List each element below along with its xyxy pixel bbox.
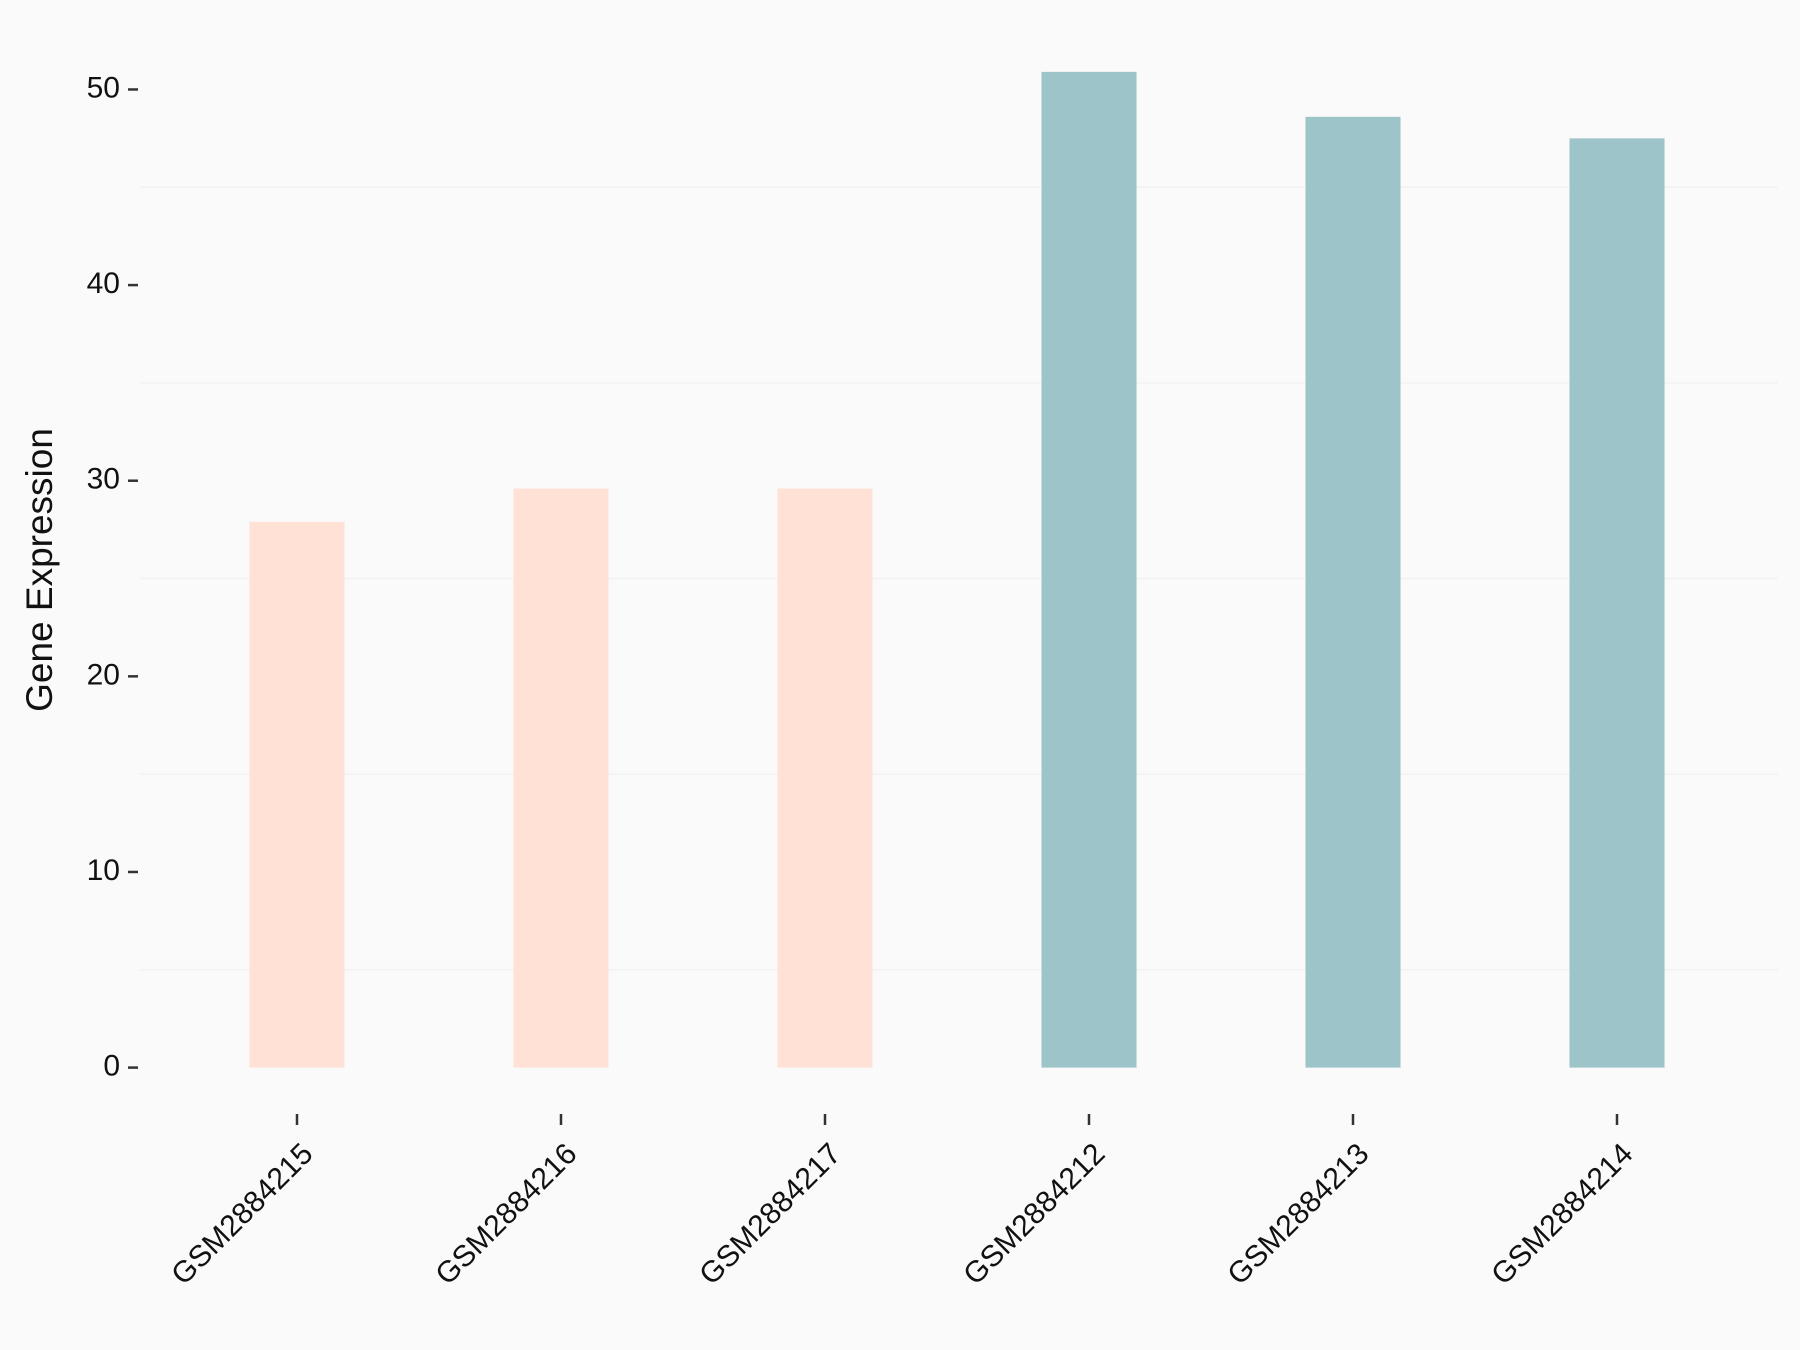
- y-tick-label: 50: [87, 71, 120, 104]
- y-axis-label: Gene Expression: [19, 428, 60, 712]
- y-tick-label: 40: [87, 267, 120, 300]
- bar: [777, 488, 873, 1068]
- bar: [1041, 71, 1137, 1068]
- bar: [249, 521, 345, 1068]
- bar: [1569, 138, 1665, 1068]
- y-tick-label: 0: [103, 1050, 120, 1083]
- y-tick-label: 30: [87, 463, 120, 496]
- bar: [513, 488, 609, 1068]
- y-tick-label: 20: [87, 658, 120, 691]
- bar: [1305, 116, 1401, 1068]
- y-tick-label: 10: [87, 854, 120, 887]
